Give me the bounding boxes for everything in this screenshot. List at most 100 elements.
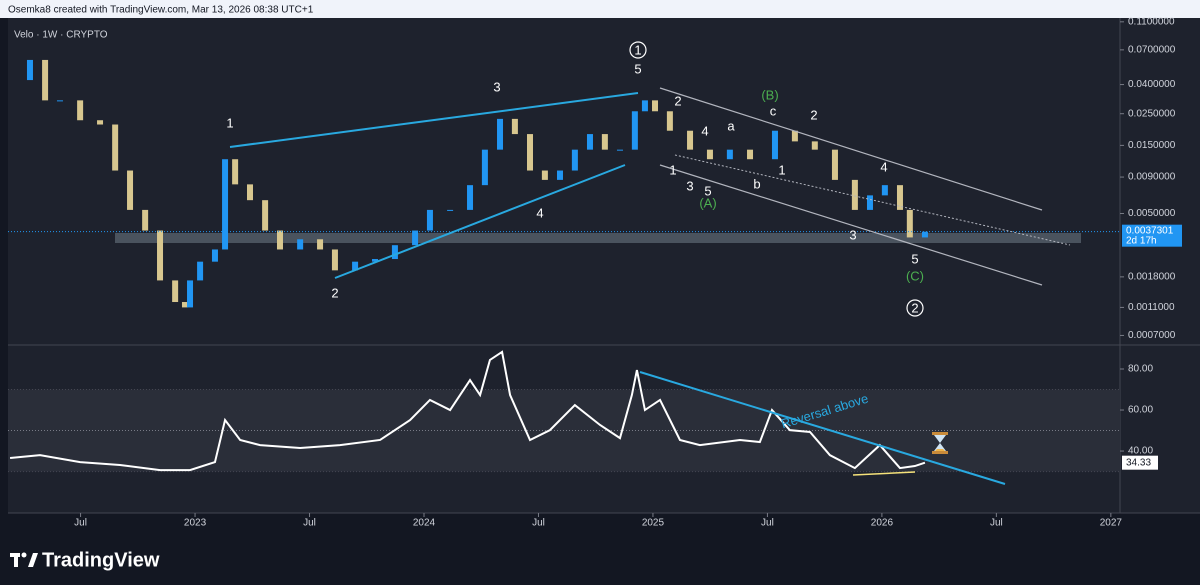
trend-line bbox=[334, 164, 626, 279]
candle bbox=[297, 239, 304, 250]
candle bbox=[426, 209, 433, 231]
symbol-legend: Velo · 1W · CRYPTO bbox=[14, 30, 108, 41]
wave-label: 4 bbox=[536, 205, 543, 220]
candle bbox=[331, 249, 338, 271]
y-tick-label: 0.0250000 bbox=[1128, 108, 1176, 119]
candle bbox=[641, 100, 648, 112]
wave-label: 1 bbox=[634, 42, 641, 57]
hourglass-icon bbox=[932, 432, 948, 454]
support-zone bbox=[115, 233, 1081, 243]
candle bbox=[497, 118, 504, 150]
y-tick-label: 0.1100000 bbox=[1128, 16, 1175, 27]
y-tick-label: 0.0007000 bbox=[1128, 330, 1176, 341]
candle bbox=[726, 149, 733, 160]
candle bbox=[771, 130, 778, 160]
candle bbox=[317, 239, 324, 250]
x-tick-label: Jul bbox=[74, 518, 87, 529]
candle bbox=[616, 149, 623, 151]
brand-logo bbox=[10, 552, 38, 567]
channel-line bbox=[659, 164, 1043, 286]
price-axis-bg bbox=[1120, 18, 1200, 513]
candle bbox=[26, 59, 33, 81]
candle bbox=[246, 184, 253, 201]
y-tick-label: 0.0150000 bbox=[1128, 140, 1176, 151]
candle bbox=[687, 130, 694, 150]
wave-label: 4 bbox=[701, 123, 708, 138]
candle bbox=[352, 261, 359, 271]
last-value-label: 34.33 bbox=[1126, 457, 1151, 468]
last-value-box bbox=[1122, 455, 1158, 470]
wave-label: 5 bbox=[704, 183, 711, 198]
wave-label: (C) bbox=[906, 268, 924, 283]
candle bbox=[896, 185, 903, 210]
wave-label: 2 bbox=[674, 93, 681, 108]
wave-label: a bbox=[727, 118, 735, 133]
wave-label: 4 bbox=[880, 159, 887, 174]
wave-label: 5 bbox=[911, 251, 918, 266]
candle bbox=[172, 280, 179, 303]
candle bbox=[391, 245, 398, 260]
candle bbox=[851, 179, 858, 210]
wave-label: (B) bbox=[761, 87, 778, 102]
candle bbox=[181, 302, 188, 308]
candle bbox=[112, 124, 119, 171]
y-tick-label: 0.0050000 bbox=[1128, 208, 1176, 219]
wave-label: 3 bbox=[493, 79, 500, 94]
wave-label: 2 bbox=[810, 107, 817, 122]
candle bbox=[601, 134, 608, 150]
last-price-box bbox=[1122, 224, 1182, 247]
wave-circle bbox=[629, 41, 647, 59]
candle bbox=[372, 259, 379, 262]
candle bbox=[631, 111, 638, 150]
candle bbox=[97, 120, 104, 125]
candle bbox=[541, 170, 548, 180]
wave-label: 1 bbox=[778, 162, 785, 177]
wave-label: 3 bbox=[849, 227, 856, 242]
wave-label: 2 bbox=[331, 285, 338, 300]
brand-name: TradingView bbox=[42, 549, 160, 571]
candle bbox=[791, 130, 798, 142]
candle bbox=[211, 249, 218, 262]
candle bbox=[447, 209, 454, 211]
candle bbox=[197, 261, 204, 281]
candle bbox=[747, 149, 754, 160]
candle bbox=[866, 195, 873, 210]
candle bbox=[652, 100, 659, 112]
x-tick-label: 2024 bbox=[413, 518, 436, 529]
x-tick-label: Jul bbox=[761, 518, 774, 529]
y-tick-label: 80.00 bbox=[1128, 364, 1153, 375]
candle bbox=[556, 170, 563, 180]
candle bbox=[666, 111, 673, 131]
candle bbox=[187, 280, 194, 308]
y-tick-label: 0.0400000 bbox=[1128, 79, 1176, 90]
wave-label: (A) bbox=[699, 195, 716, 210]
candle bbox=[571, 149, 578, 171]
trend-line bbox=[229, 92, 639, 148]
candle bbox=[222, 159, 229, 250]
y-tick-label: 0.0018000 bbox=[1128, 272, 1176, 283]
candle bbox=[811, 141, 818, 150]
y-tick-label: 0.0011000 bbox=[1128, 302, 1175, 313]
y-tick-label: 40.00 bbox=[1128, 446, 1153, 457]
wave-label: 1 bbox=[669, 162, 676, 177]
candle bbox=[56, 100, 63, 102]
last-price-label: 0.0037301 bbox=[1126, 225, 1174, 236]
candle bbox=[142, 209, 149, 231]
rsi-line bbox=[9, 350, 926, 472]
countdown-label: 2d 17h bbox=[1126, 235, 1157, 246]
candle bbox=[412, 230, 419, 246]
candle bbox=[906, 209, 913, 238]
wave-label: 3 bbox=[686, 178, 693, 193]
wave-label: 1 bbox=[226, 115, 233, 130]
x-tick-label: 2025 bbox=[642, 518, 665, 529]
candle bbox=[262, 200, 269, 231]
candle bbox=[527, 134, 534, 171]
candle bbox=[77, 100, 84, 121]
candle bbox=[481, 149, 488, 186]
wave-label: b bbox=[753, 176, 760, 191]
candle bbox=[511, 118, 518, 135]
divergence-line bbox=[852, 471, 916, 476]
candle bbox=[467, 185, 474, 210]
